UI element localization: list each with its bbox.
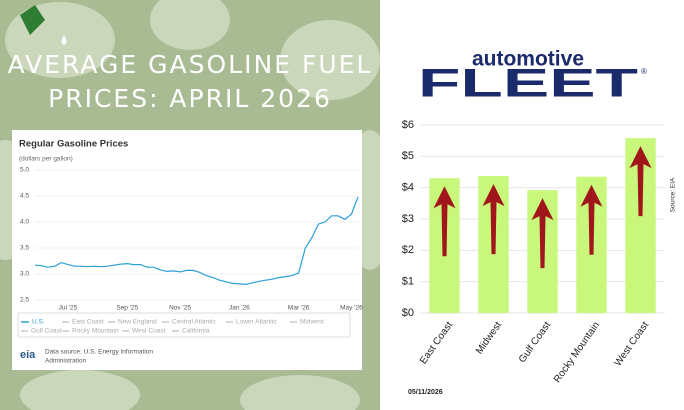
chart-subtitle: (dollars per gallon) xyxy=(19,156,73,163)
drop-icon xyxy=(61,35,67,45)
legend-label: Midwest xyxy=(300,319,324,326)
y-tick-label: $6 xyxy=(402,119,414,131)
arrow-icon xyxy=(482,184,505,255)
source-note: Source: EIA xyxy=(670,177,677,212)
y-tick-label: $3 xyxy=(402,213,414,225)
arrow-icon xyxy=(433,186,456,257)
legend-label: West Coast xyxy=(132,328,166,335)
arrow-icon xyxy=(531,198,554,269)
legend-label: Rocky Mountain xyxy=(72,328,119,335)
x-tick-label: Nov '25 xyxy=(169,305,191,312)
arrow-icon xyxy=(580,184,603,255)
y-tick-label: $5 xyxy=(402,150,414,162)
y-tick-label: 2.5 xyxy=(20,297,29,304)
y-tick-label: 3.5 xyxy=(20,245,29,252)
legend-label: Lower Atlantic xyxy=(236,319,277,326)
y-tick-label: 3.0 xyxy=(20,271,29,278)
legend-box xyxy=(17,312,351,338)
source-logo: eia xyxy=(20,349,36,361)
logo-top: automotive xyxy=(472,48,584,71)
y-tick-label: $4 xyxy=(402,182,414,194)
chart-title: Regular Gasoline Prices xyxy=(19,139,128,150)
y-tick-label: $0 xyxy=(402,307,414,319)
legend-label: New England xyxy=(118,319,157,326)
line-series xyxy=(34,196,359,286)
legend-label: East Coast xyxy=(72,319,104,326)
source-text: Administration xyxy=(45,358,87,365)
x-tick-label: May '26 xyxy=(340,305,363,312)
date: 05/11/2026 xyxy=(408,389,443,396)
title-line: AVERAGE GASOLINE FUEL xyxy=(8,50,373,79)
y-tick-label: $1 xyxy=(402,276,414,288)
legend-label: U.S. xyxy=(32,319,45,326)
legend-label: California xyxy=(182,328,210,335)
x-tick-label: Mar '26 xyxy=(288,305,310,312)
x-tick-label: Jul '25 xyxy=(59,305,78,312)
logo-mark: ® xyxy=(641,67,647,76)
legend-label: Gulf Coast xyxy=(31,328,62,335)
x-tick-label: Jan '26 xyxy=(229,305,250,312)
arrow-icon xyxy=(629,146,652,217)
source-text: Data source: U.S. Energy Information xyxy=(45,349,153,356)
x-tick-label: Sep '25 xyxy=(116,305,138,312)
legend-label: Central Atlantic xyxy=(172,319,216,326)
title-line: PRICES: APRIL 2026 xyxy=(48,84,332,113)
y-tick-label: 5.0 xyxy=(20,167,29,174)
y-tick-label: 4.0 xyxy=(20,219,29,226)
y-tick-label: $2 xyxy=(402,244,414,256)
fuel-nozzle-icon xyxy=(20,5,45,35)
y-tick-label: 4.5 xyxy=(20,193,29,200)
logo-main: FLEET xyxy=(418,62,638,106)
